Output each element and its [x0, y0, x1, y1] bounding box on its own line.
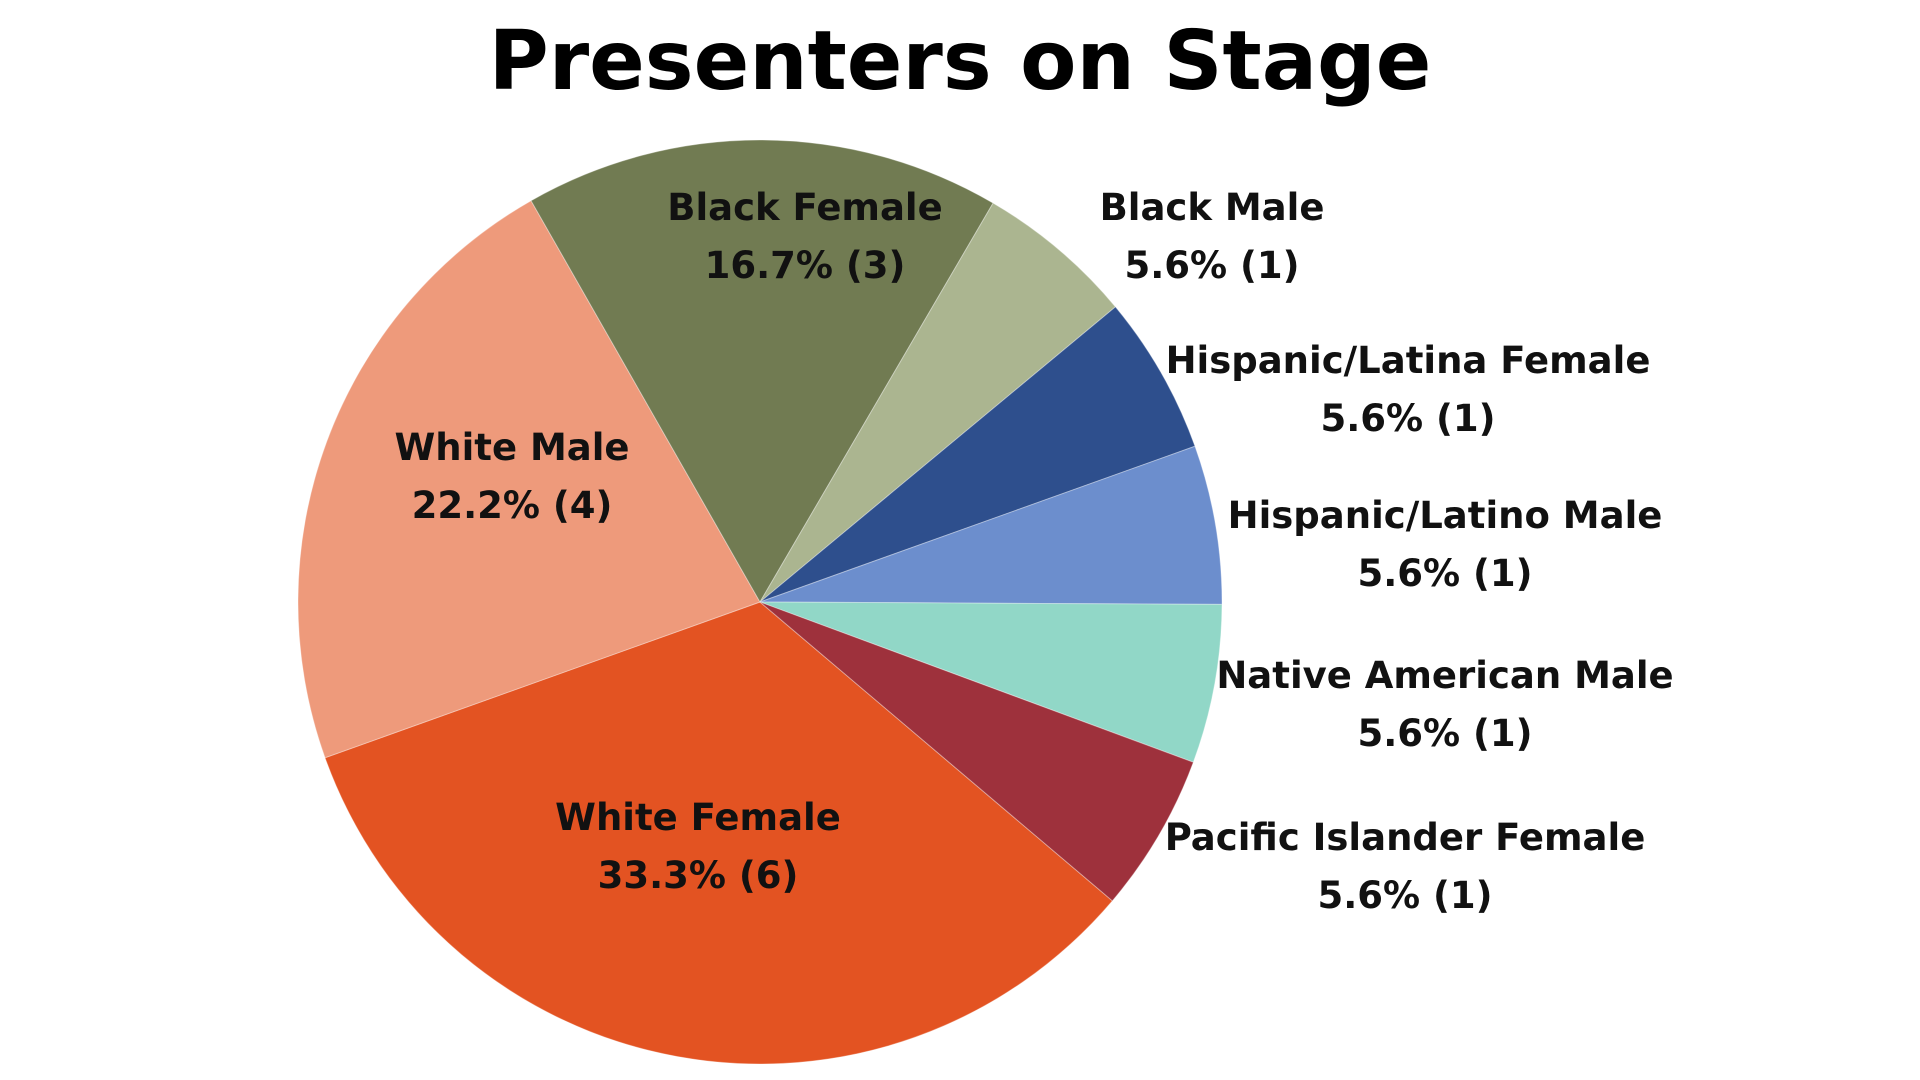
- slice-value-label: 5.6% (1): [1317, 874, 1492, 917]
- slice-category-label: Native American Male: [1216, 654, 1673, 697]
- slice-label-black-female: Black Female 16.7% (3): [667, 186, 942, 287]
- slice-category-label: Hispanic/Latina Female: [1166, 339, 1651, 382]
- slice-value-label: 5.6% (1): [1357, 712, 1532, 755]
- slice-value-label: 5.6% (1): [1320, 397, 1495, 440]
- slice-label-white-male: White Male 22.2% (4): [394, 426, 629, 527]
- pie-slice-hispanic-latino-male: [759, 445, 1223, 605]
- slice-label-hispanic-latina-female: Hispanic/Latina Female 5.6% (1): [1166, 339, 1651, 440]
- pie-slice-native-american-male: [759, 601, 1223, 763]
- slice-value-label: 16.7% (3): [705, 244, 906, 287]
- pie-slice-hispanic-latina-female: [759, 306, 1196, 603]
- slice-value-label: 5.6% (1): [1357, 552, 1532, 595]
- slice-label-black-male: Black Male 5.6% (1): [1100, 186, 1325, 287]
- pie-slice-white-male: [297, 200, 761, 759]
- chart-title: Presenters on Stage: [488, 14, 1432, 109]
- slice-label-hispanic-latino-male: Hispanic/Latino Male 5.6% (1): [1228, 494, 1663, 595]
- slice-label-native-american-male: Native American Male 5.6% (1): [1216, 654, 1673, 755]
- slice-category-label: Hispanic/Latino Male: [1228, 494, 1663, 537]
- slice-value-label: 22.2% (4): [412, 484, 613, 527]
- slice-label-white-female: White Female 33.3% (6): [555, 796, 841, 897]
- slice-category-label: White Female: [555, 796, 841, 839]
- pie-slices: [297, 139, 1223, 1065]
- slice-category-label: White Male: [394, 426, 629, 469]
- slice-category-label: Pacific Islander Female: [1165, 816, 1646, 859]
- slice-category-label: Black Female: [667, 186, 942, 229]
- pie-slice-black-female: [530, 139, 994, 603]
- pie-slice-black-male: [759, 202, 1117, 603]
- pie-slice-pacific-islander-female: [759, 601, 1194, 902]
- slice-category-label: Black Male: [1100, 186, 1325, 229]
- pie-slice-white-female: [324, 601, 1114, 1065]
- slice-value-label: 33.3% (6): [598, 854, 799, 897]
- slice-value-label: 5.6% (1): [1124, 244, 1299, 287]
- slice-label-pacific-islander-female: Pacific Islander Female 5.6% (1): [1165, 816, 1646, 917]
- pie-labels: White Female 33.3% (6) White Male 22.2% (4)…: [394, 186, 1673, 917]
